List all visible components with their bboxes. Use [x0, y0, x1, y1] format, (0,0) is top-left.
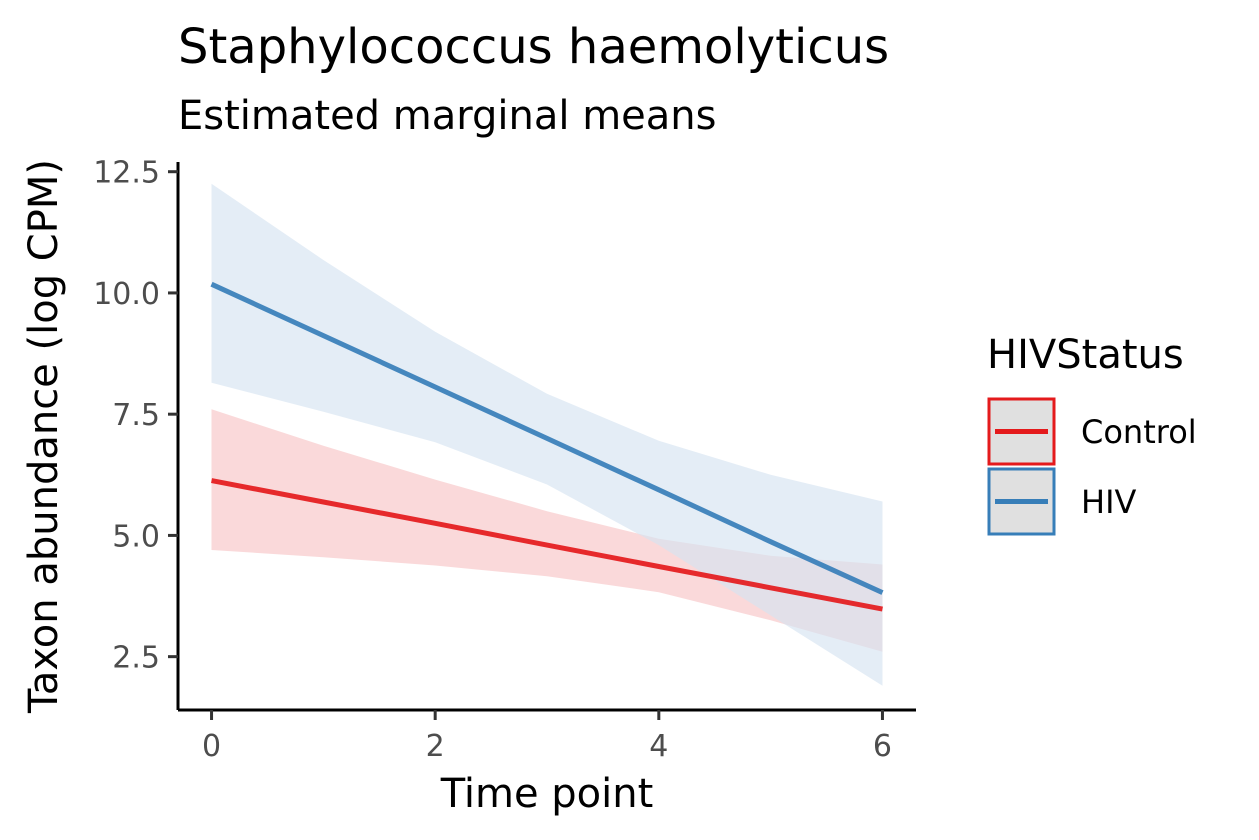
- x-tick-label: 2: [426, 729, 445, 764]
- legend: Control HIV: [987, 397, 1197, 536]
- ribbon-control: [211, 409, 883, 652]
- x-tick-label: 0: [202, 729, 221, 764]
- y-axis-title: Taxon abundance (log CPM): [21, 159, 67, 714]
- chart-subtitle: Estimated marginal means: [178, 93, 716, 139]
- legend-title: HIVStatus: [987, 332, 1184, 378]
- y-tick-label: 7.5: [112, 398, 160, 433]
- legend-label-hiv: HIV: [1081, 483, 1137, 521]
- x-axis-title: Time point: [440, 771, 654, 817]
- y-tick-label: 5.0: [112, 519, 160, 554]
- chart-title: Staphylococcus haemolyticus: [178, 19, 889, 75]
- x-tick-label: 4: [649, 729, 668, 764]
- y-tick-label: 10.0: [93, 277, 160, 312]
- legend-label-control: Control: [1081, 413, 1197, 451]
- ribbons-layer: [211, 183, 883, 686]
- ribbon-hiv: [211, 183, 883, 686]
- line-hiv: [210, 281, 884, 595]
- x-ticks: 0 2 4 6: [202, 710, 892, 764]
- lines-layer: [210, 281, 884, 612]
- y-ticks: 2.5 5.0 7.5 10.0 12.5: [93, 156, 178, 676]
- x-tick-label: 6: [873, 729, 892, 764]
- y-tick-label: 2.5: [112, 641, 160, 676]
- y-tick-label: 12.5: [93, 156, 160, 191]
- line-control: [211, 478, 883, 612]
